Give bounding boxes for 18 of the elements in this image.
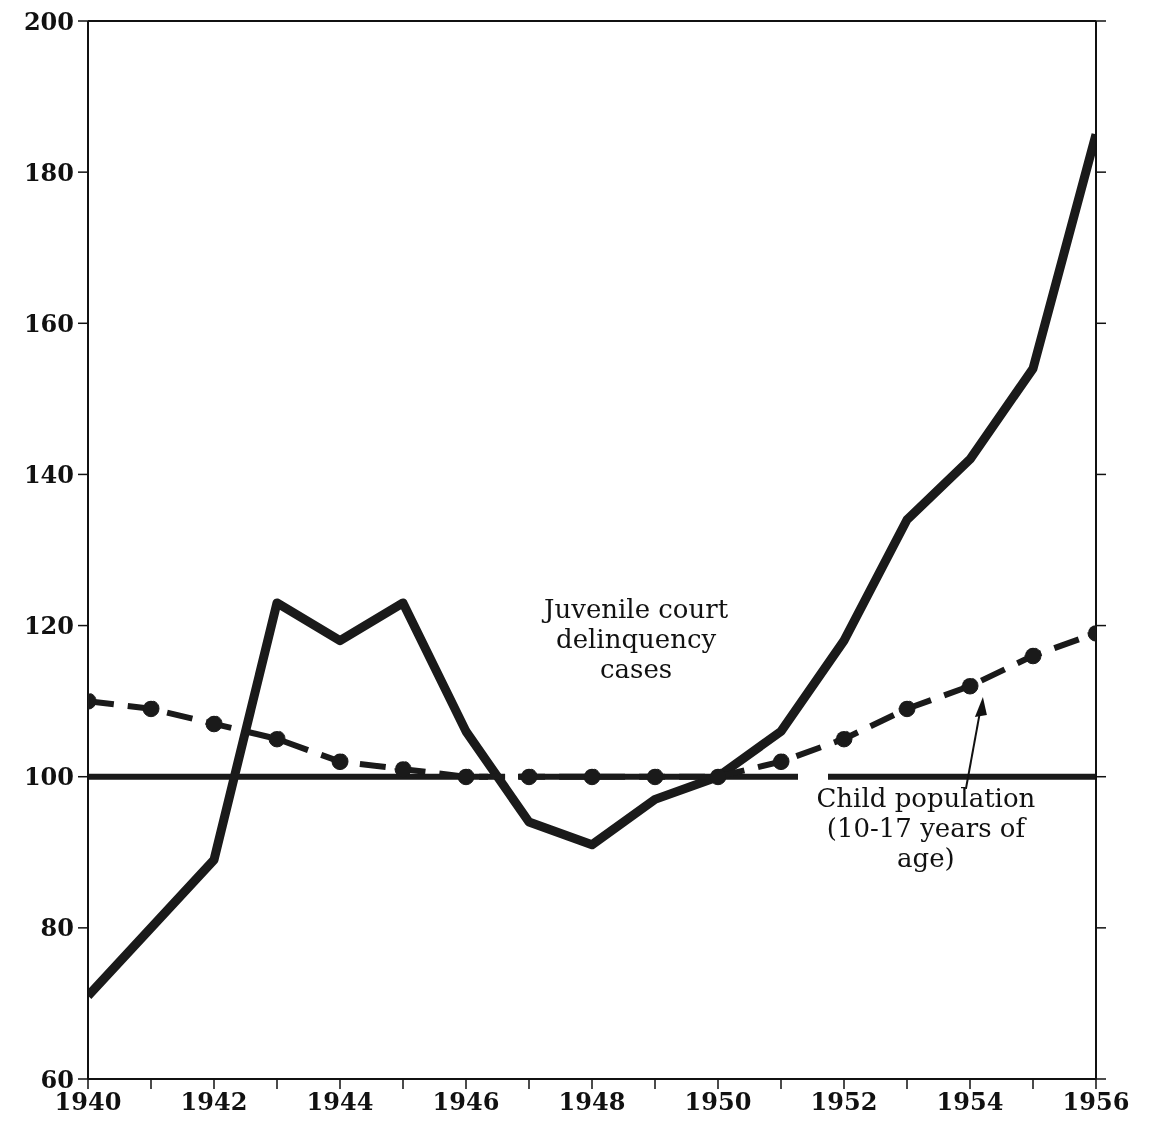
x-tick-label: 1950: [684, 1087, 752, 1117]
y-tick-label: 180: [23, 157, 74, 187]
series-label: Child population (10-17 years of age): [816, 782, 1036, 873]
y-tick-label: 160: [23, 308, 74, 338]
x-tick-label: 1946: [432, 1087, 500, 1117]
text: Juvenile court delinquency cases: [541, 594, 729, 685]
x-tick-label: 1940: [54, 1087, 122, 1117]
y-tick-label: 200: [23, 6, 74, 36]
x-tick-label: 1952: [810, 1087, 878, 1117]
x-tick-label: 1956: [1062, 1087, 1130, 1117]
y-tick-label: 80: [40, 913, 74, 943]
y-tick-label: 100: [23, 762, 74, 792]
x-tick-label: 1944: [306, 1087, 374, 1117]
x-tick-label: 1948: [558, 1087, 626, 1117]
x-tick-label: 1954: [936, 1087, 1004, 1117]
y-tick-label: 120: [23, 611, 74, 641]
x-tick-label: 1942: [180, 1087, 248, 1117]
y-tick-label: 140: [23, 459, 74, 489]
